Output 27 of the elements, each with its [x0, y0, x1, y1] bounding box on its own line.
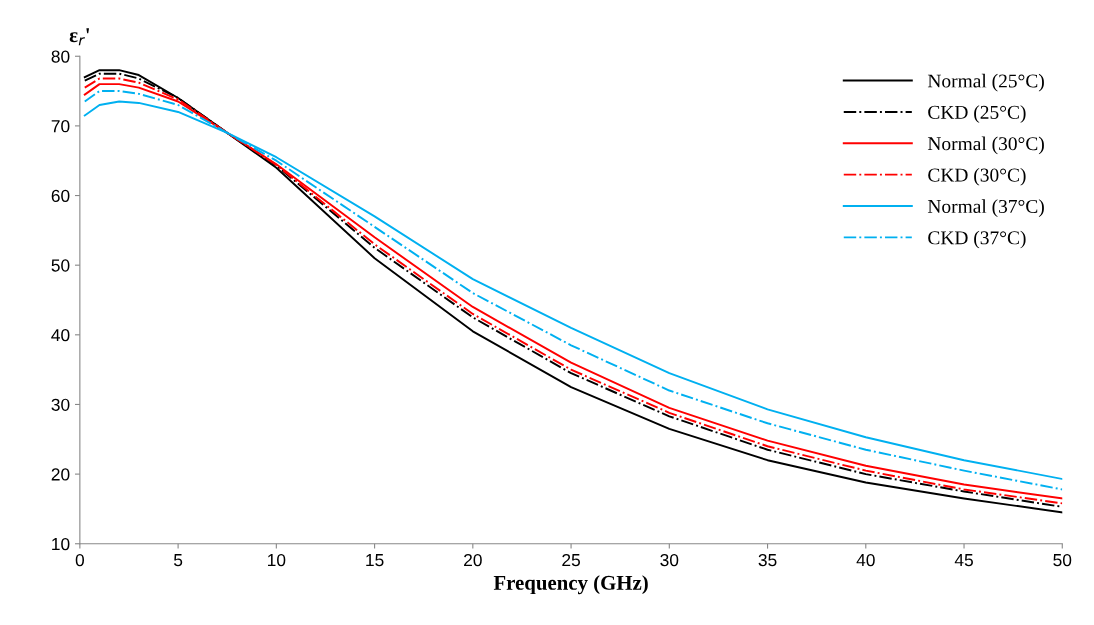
- legend-label: CKD (25°C): [928, 105, 1026, 123]
- x-tick-label: 40: [856, 553, 875, 567]
- x-tick-label: 0: [75, 553, 85, 567]
- legend-label: CKD (37°C): [928, 230, 1026, 249]
- x-tick-label: 25: [562, 553, 580, 567]
- y-tick-label: 80: [51, 50, 70, 63]
- x-axis-title: Frequency (GHz): [493, 575, 648, 595]
- y-tick-label: 20: [51, 468, 70, 481]
- x-tick-label: 45: [954, 554, 973, 567]
- y-tick-label: 60: [51, 189, 70, 202]
- y-tick-label: 40: [51, 328, 70, 342]
- legend-label: Normal (25°C): [927, 73, 1044, 92]
- y-axis-title: ε$_{r}$': [69, 28, 90, 46]
- x-tick-label: 20: [464, 553, 482, 567]
- x-tick-label: 35: [758, 553, 777, 567]
- y-tick-label: 10: [52, 537, 70, 551]
- x-tick-label: 15: [366, 554, 384, 567]
- x-tick-label: 10: [268, 553, 286, 567]
- x-tick-label: 5: [173, 554, 183, 567]
- legend-label: Normal (37°C): [927, 199, 1044, 217]
- x-tick-label: 30: [660, 553, 679, 567]
- x-tick-label: 50: [1053, 553, 1072, 567]
- y-tick-label: 70: [51, 120, 70, 133]
- legend-label: Normal (30°C): [927, 136, 1044, 155]
- legend-label: CKD (30°C): [928, 167, 1026, 186]
- y-tick-label: 50: [51, 259, 70, 272]
- y-tick-label: 30: [51, 398, 70, 411]
